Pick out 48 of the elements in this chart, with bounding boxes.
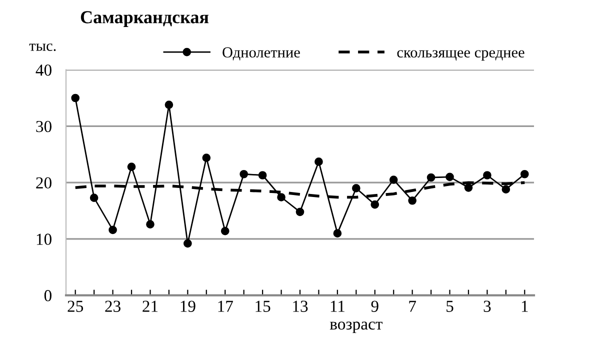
x-tick-label: 19: [180, 300, 196, 312]
point: [296, 208, 304, 216]
point: [464, 183, 473, 192]
y-tick-label: 0: [44, 290, 52, 302]
point: [220, 226, 230, 236]
legend-label: скользящее среднее: [397, 50, 524, 61]
x-tick-label: 23: [105, 300, 120, 312]
y-tick-label: 20: [36, 177, 52, 189]
x-tick-label: 3: [484, 300, 491, 312]
x-tick-label: 9: [371, 300, 378, 312]
y-tick-label: 10: [36, 234, 52, 245]
point: [184, 239, 192, 248]
x-tick-label: 11: [330, 300, 344, 312]
point: [502, 185, 510, 194]
legend-label: Однолетние: [222, 47, 300, 60]
point: [352, 184, 360, 192]
y-axis-title: тыс.: [29, 44, 56, 51]
point: [389, 176, 398, 184]
point: [370, 200, 380, 209]
point: [164, 100, 174, 109]
point: [277, 193, 286, 202]
y-tick-label: 40: [36, 64, 52, 76]
x-tick-label: 15: [256, 300, 270, 312]
point: [71, 94, 80, 102]
point: [483, 171, 492, 180]
point: [240, 170, 248, 178]
point: [408, 196, 416, 205]
y-tick-label: 30: [36, 120, 52, 132]
point: [333, 229, 342, 238]
x-tick-label: 5: [446, 300, 454, 312]
point: [127, 162, 136, 171]
point: [258, 171, 267, 180]
point: [446, 172, 454, 182]
chart-title: Самаркандская: [80, 11, 209, 27]
point: [146, 220, 154, 228]
x-tick-label: 13: [293, 300, 308, 312]
x-tick-label: 17: [218, 300, 233, 312]
x-tick-label: 25: [68, 300, 84, 312]
point: [520, 170, 529, 178]
x-axis-title: возраст: [330, 322, 382, 334]
x-tick-label: 1: [522, 300, 528, 312]
point: [202, 154, 211, 162]
point: [90, 194, 98, 202]
x-tick-label: 21: [142, 300, 158, 312]
point: [426, 173, 436, 182]
x-tick-label: 7: [409, 300, 416, 312]
point: [314, 158, 323, 166]
point: [108, 226, 117, 234]
